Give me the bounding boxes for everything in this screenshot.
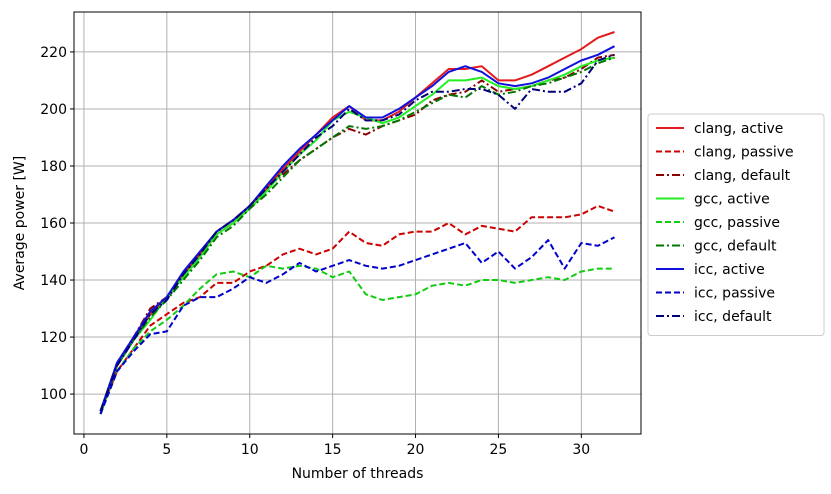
legend-label: clang, active <box>694 121 783 137</box>
series-line-gcc-passive <box>99 264 615 415</box>
x-tick-label: 5 <box>162 442 171 458</box>
legend-label: icc, passive <box>694 286 775 302</box>
series-line-icc-passive <box>99 236 615 415</box>
legend-label: icc, active <box>694 262 765 278</box>
legend-label: clang, default <box>694 168 791 184</box>
x-axis-title: Number of threads <box>292 466 424 482</box>
y-axis-title: Average power [W] <box>12 156 28 290</box>
y-tick-label: 160 <box>40 216 67 232</box>
series-line-icc-default <box>99 53 615 412</box>
x-tick-label: 10 <box>241 442 259 458</box>
x-tick-label: 25 <box>490 442 508 458</box>
x-tick-label: 20 <box>407 442 425 458</box>
legend-label: gcc, passive <box>694 215 780 231</box>
legend-label: clang, passive <box>694 145 794 161</box>
y-tick-label: 200 <box>40 102 67 118</box>
y-tick-label: 140 <box>40 273 67 289</box>
x-tick-label: 0 <box>79 442 88 458</box>
series-line-gcc-default <box>99 56 615 415</box>
series-line-clang-default <box>99 53 615 412</box>
x-tick-label: 15 <box>324 442 342 458</box>
y-tick-label: 180 <box>40 159 67 175</box>
y-tick-label: 220 <box>40 45 67 61</box>
series-lines <box>99 31 615 415</box>
legend-box <box>647 113 825 336</box>
legend-label: gcc, active <box>694 192 770 208</box>
series-line-clang-active <box>99 31 615 412</box>
legend-label: icc, default <box>694 309 772 325</box>
x-tick-label: 30 <box>572 442 590 458</box>
grid-lines <box>74 12 641 434</box>
legend-label: gcc, default <box>694 239 777 255</box>
legend: clang, active clang, passive clang, defaul… <box>647 113 825 336</box>
axis-ticks: 0 5 10 15 20 25 30 100 120 140 160 180 200 220 <box>40 45 590 458</box>
series-line-clang-passive <box>99 204 615 412</box>
y-tick-label: 120 <box>40 330 67 346</box>
y-tick-label: 100 <box>40 387 67 403</box>
series-line-icc-active <box>99 45 615 412</box>
